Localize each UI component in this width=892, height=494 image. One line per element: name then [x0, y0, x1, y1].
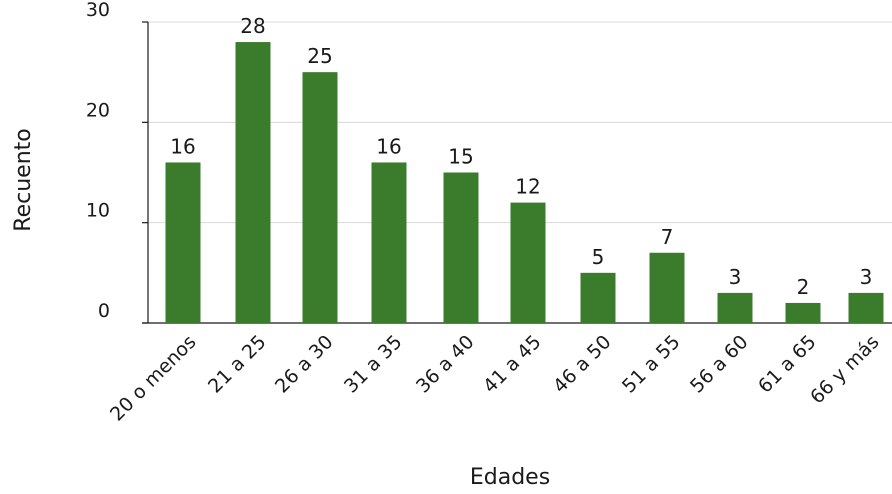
bars: [165, 42, 884, 324]
x-tick-label-5: 41 a 45: [479, 331, 546, 398]
data-label-2: 25: [307, 44, 332, 68]
bar-9: [785, 302, 821, 323]
y-axis: 0 10 20 30: [86, 0, 892, 324]
x-tick-label-1: 21 a 25: [204, 331, 271, 398]
y-tick-label-30: 30: [86, 0, 110, 21]
bar-7: [649, 252, 685, 323]
data-label-9: 2: [797, 275, 810, 299]
x-tick-label-4: 36 a 40: [412, 331, 479, 398]
x-axis-tick-labels: 20 o menos 21 a 25 26 a 30 31 a 35 36 a 40 41…: [106, 331, 884, 426]
x-tick-label-10: 66 y más: [806, 331, 883, 408]
y-tick-label-0: 0: [98, 300, 110, 322]
bar-4: [443, 172, 479, 323]
bar-10: [848, 292, 884, 323]
data-label-3: 16: [376, 134, 401, 158]
x-tick-label-2: 26 a 30: [271, 331, 338, 398]
y-tick-label-20: 20: [86, 99, 110, 121]
data-label-7: 7: [661, 225, 674, 249]
bar-5: [510, 202, 546, 323]
x-tick-label-6: 46 a 50: [549, 331, 616, 398]
bar-2: [302, 72, 338, 324]
data-label-4: 15: [448, 145, 473, 169]
x-tick-label-0: 20 o menos: [106, 331, 201, 426]
bar-8: [717, 292, 753, 323]
data-labels: 16 28 25 16 15 12 5 7 3 2 3: [170, 14, 872, 299]
data-label-5: 12: [515, 175, 540, 199]
x-tick-label-8: 56 a 60: [686, 331, 753, 398]
data-label-8: 3: [729, 265, 742, 289]
y-axis-title: Recuento: [11, 128, 36, 231]
data-label-6: 5: [592, 245, 605, 269]
bar-6: [580, 272, 616, 323]
x-axis-title: Edades: [470, 465, 550, 490]
bar-0: [165, 162, 201, 323]
bar-1: [235, 42, 271, 324]
data-label-1: 28: [240, 14, 265, 38]
bar-3: [371, 162, 407, 323]
y-tick-label-10: 10: [86, 200, 110, 222]
x-tick-label-7: 51 a 55: [618, 331, 685, 398]
x-tick-label-3: 31 a 35: [340, 331, 407, 398]
data-label-10: 3: [860, 265, 873, 289]
data-label-0: 16: [170, 134, 195, 158]
